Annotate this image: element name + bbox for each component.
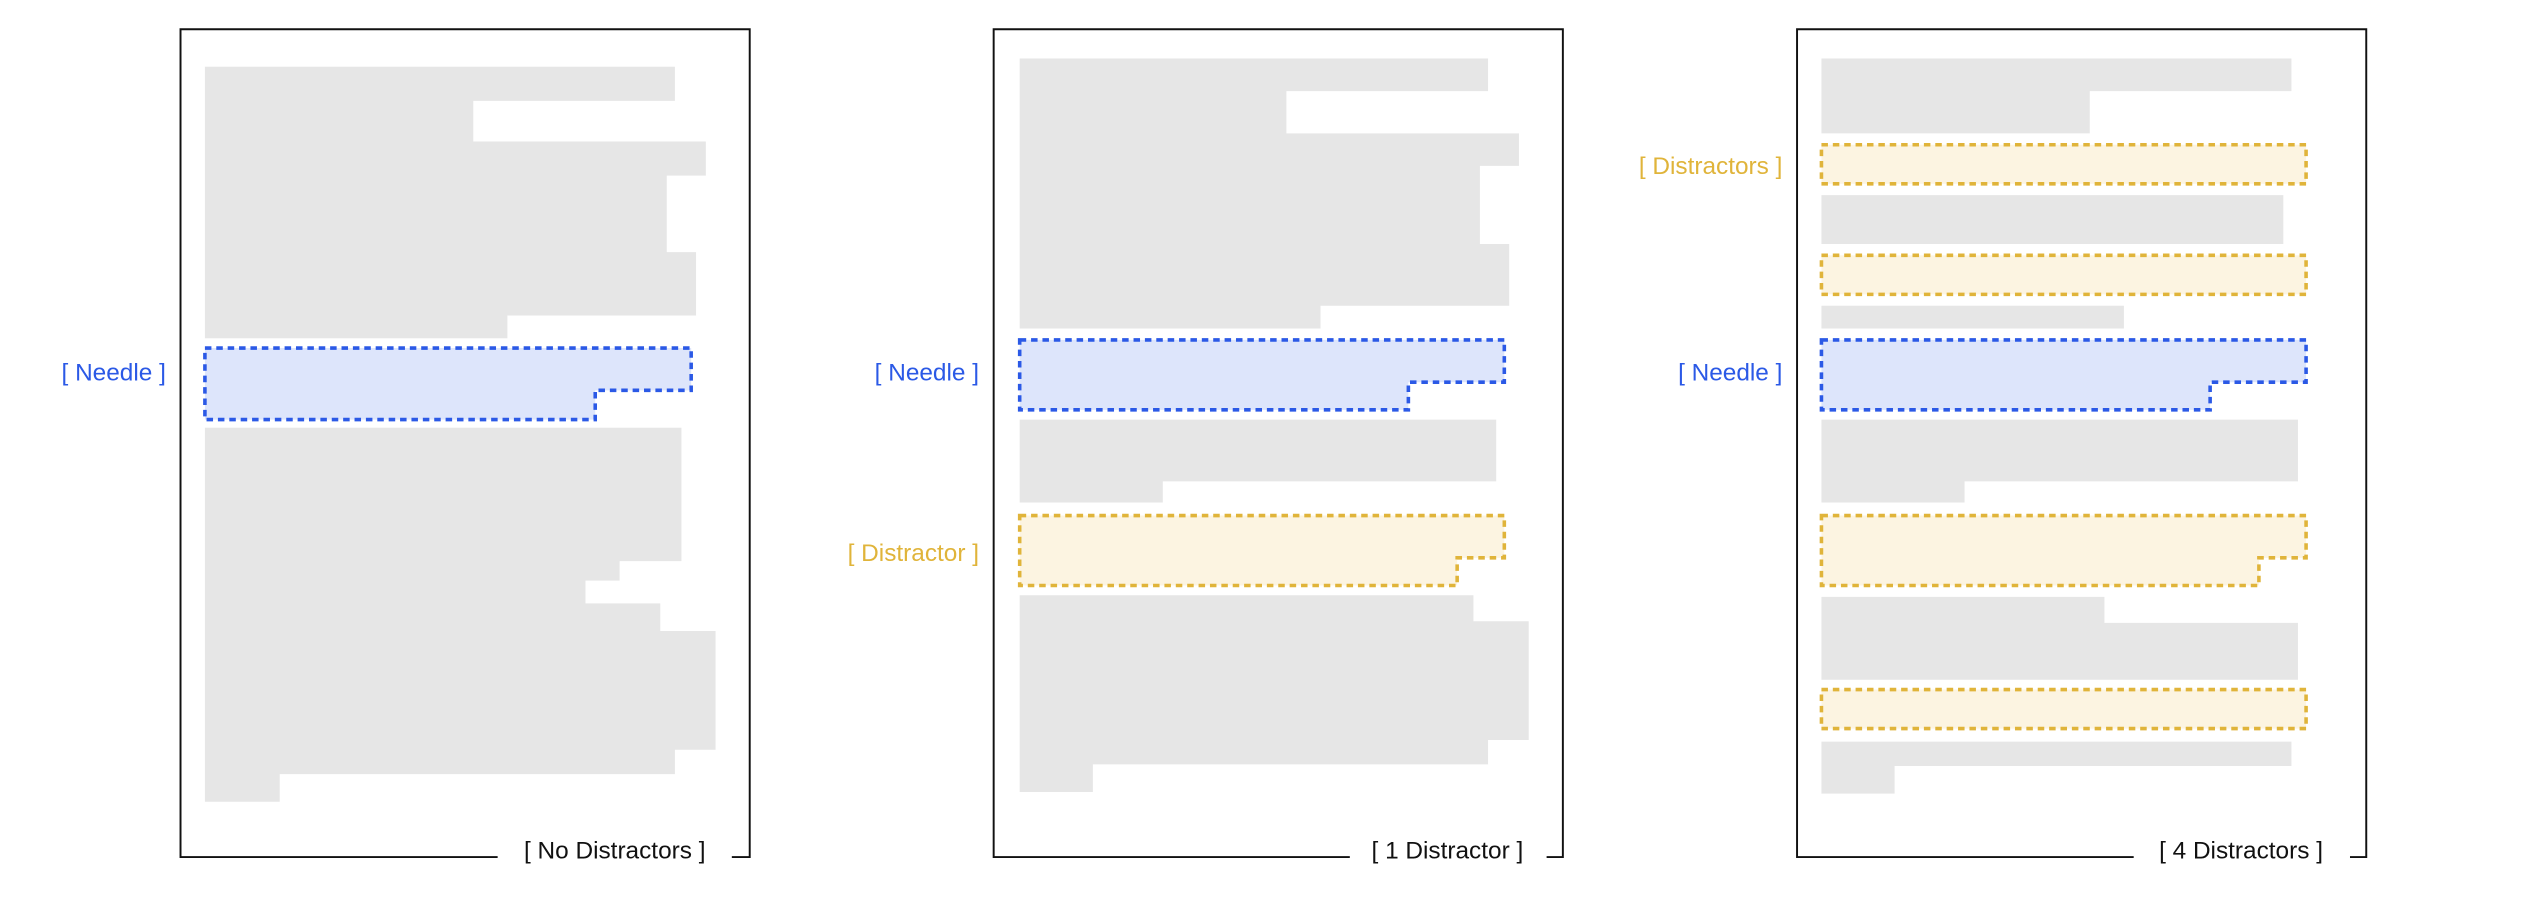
distractors-label: [ Distractors ] bbox=[1639, 153, 1783, 180]
distractor-block bbox=[1819, 687, 2308, 731]
panel-frame bbox=[179, 28, 751, 859]
needle-label: [ Needle ] bbox=[62, 360, 166, 387]
panel-caption: [ 1 Distractor ] bbox=[1372, 838, 1524, 865]
text-block bbox=[204, 427, 716, 802]
needle-block bbox=[1819, 338, 2308, 412]
panel-caption: [ No Distractors ] bbox=[524, 838, 706, 865]
distractor-block bbox=[1819, 142, 2308, 186]
needle-block bbox=[203, 346, 693, 422]
text-block bbox=[1821, 58, 2292, 134]
distractor-block bbox=[1017, 513, 1507, 588]
panel-caption: [ 4 Distractors ] bbox=[2159, 838, 2323, 865]
distractor-label: [ Distractor ] bbox=[848, 540, 979, 567]
text-block bbox=[1821, 596, 2298, 680]
panel-no-distractors: [ No Distractors ] [ Needle ] bbox=[62, 28, 751, 865]
text-block bbox=[1019, 419, 1497, 503]
needle-label: [ Needle ] bbox=[1678, 360, 1782, 387]
panel-1-distractor: [ 1 Distractor ] [ Needle ] [ Distractor… bbox=[848, 28, 1564, 865]
panel-frame bbox=[1796, 28, 2368, 859]
distractor-block bbox=[1819, 253, 2308, 297]
distractor-block bbox=[1819, 513, 2308, 588]
needle-block bbox=[1017, 338, 1507, 412]
text-block bbox=[1821, 195, 2284, 244]
text-block bbox=[1821, 741, 2292, 794]
text-block bbox=[1019, 58, 1519, 329]
panel-4-distractors: [ 4 Distractors ] [ Distractors ] [ Need… bbox=[1639, 28, 2368, 865]
text-block bbox=[1821, 419, 2298, 503]
text-block bbox=[204, 66, 706, 339]
text-block bbox=[1821, 305, 2124, 329]
needle-label: [ Needle ] bbox=[875, 360, 979, 387]
text-block bbox=[1019, 595, 1529, 793]
panel-frame bbox=[992, 28, 1564, 859]
